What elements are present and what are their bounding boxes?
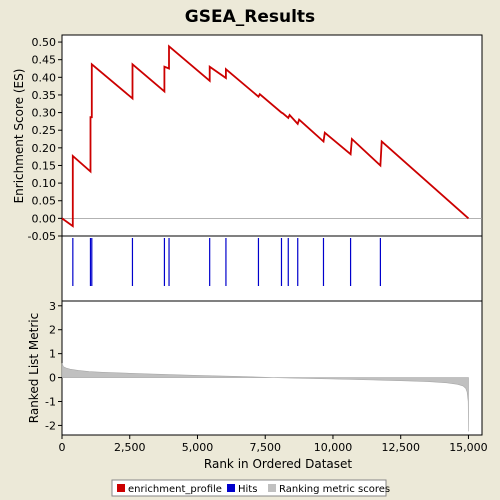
hits-layer [72, 238, 381, 286]
xlabel: Rank in Ordered Dataset [204, 457, 352, 471]
es-ytick-label: 0.35 [32, 89, 57, 102]
legend: enrichment_profile Hits Ranking metric s… [111, 479, 390, 497]
xtick-label: 7,500 [249, 441, 281, 454]
xtick-label: 15,000 [449, 441, 488, 454]
es-ytick-label: 0.45 [32, 54, 57, 67]
es-ytick-label: 0.05 [32, 195, 57, 208]
xtick-label: 5,000 [182, 441, 214, 454]
es-ytick-label: 0.20 [32, 142, 57, 155]
xtick-label: 12,500 [381, 441, 420, 454]
es-layer [61, 44, 482, 228]
xtick-label: 2,500 [114, 441, 146, 454]
metric-ytick-label: 2 [49, 324, 56, 337]
legend-label-hits: Hits [238, 484, 257, 495]
legend-swatch-hits [227, 484, 235, 492]
metric-ytick-label: 0 [49, 372, 56, 385]
es-ytick-label: 0.40 [32, 71, 57, 84]
es-ylabel: Enrichment Score (ES) [12, 69, 26, 204]
metric-ytick-label: 3 [49, 300, 56, 313]
metric-ytick-label: -1 [45, 396, 56, 409]
metric-ytick-label: 1 [49, 348, 56, 361]
metric-ytick-label: -2 [45, 419, 56, 432]
es-ytick-label: 0.10 [32, 177, 57, 190]
axes-layer: 0.50 0.45 0.40 0.35 0.30 0.25 0.20 0.15 0.10 0.05… [28, 36, 488, 454]
chart-title: GSEA_Results [185, 7, 315, 27]
es-ytick-label: 0.25 [32, 124, 57, 137]
ranking-metric-area [61, 363, 469, 432]
es-panel [61, 34, 483, 237]
legend-label-metric: Ranking metric scores [279, 484, 390, 495]
legend-swatch-profile [117, 484, 125, 492]
hits-panel [61, 235, 483, 302]
es-ytick-label: 0.50 [32, 36, 57, 49]
xtick-label: 10,000 [314, 441, 353, 454]
enrichment-profile-line [61, 44, 470, 228]
xtick-label: 0 [59, 441, 66, 454]
metric-ylabel: Ranked List Metric [27, 313, 41, 423]
metric-panel [61, 300, 483, 436]
legend-label-profile: enrichment_profile [128, 484, 222, 495]
es-ytick-label: -0.05 [28, 230, 56, 243]
es-ytick-label: 0.30 [32, 107, 57, 120]
es-ytick-label: 0.15 [32, 159, 57, 172]
legend-box [111, 479, 387, 497]
metric-layer [61, 363, 469, 432]
es-ytick-label: 0.00 [32, 212, 57, 225]
legend-swatch-metric [268, 484, 276, 492]
